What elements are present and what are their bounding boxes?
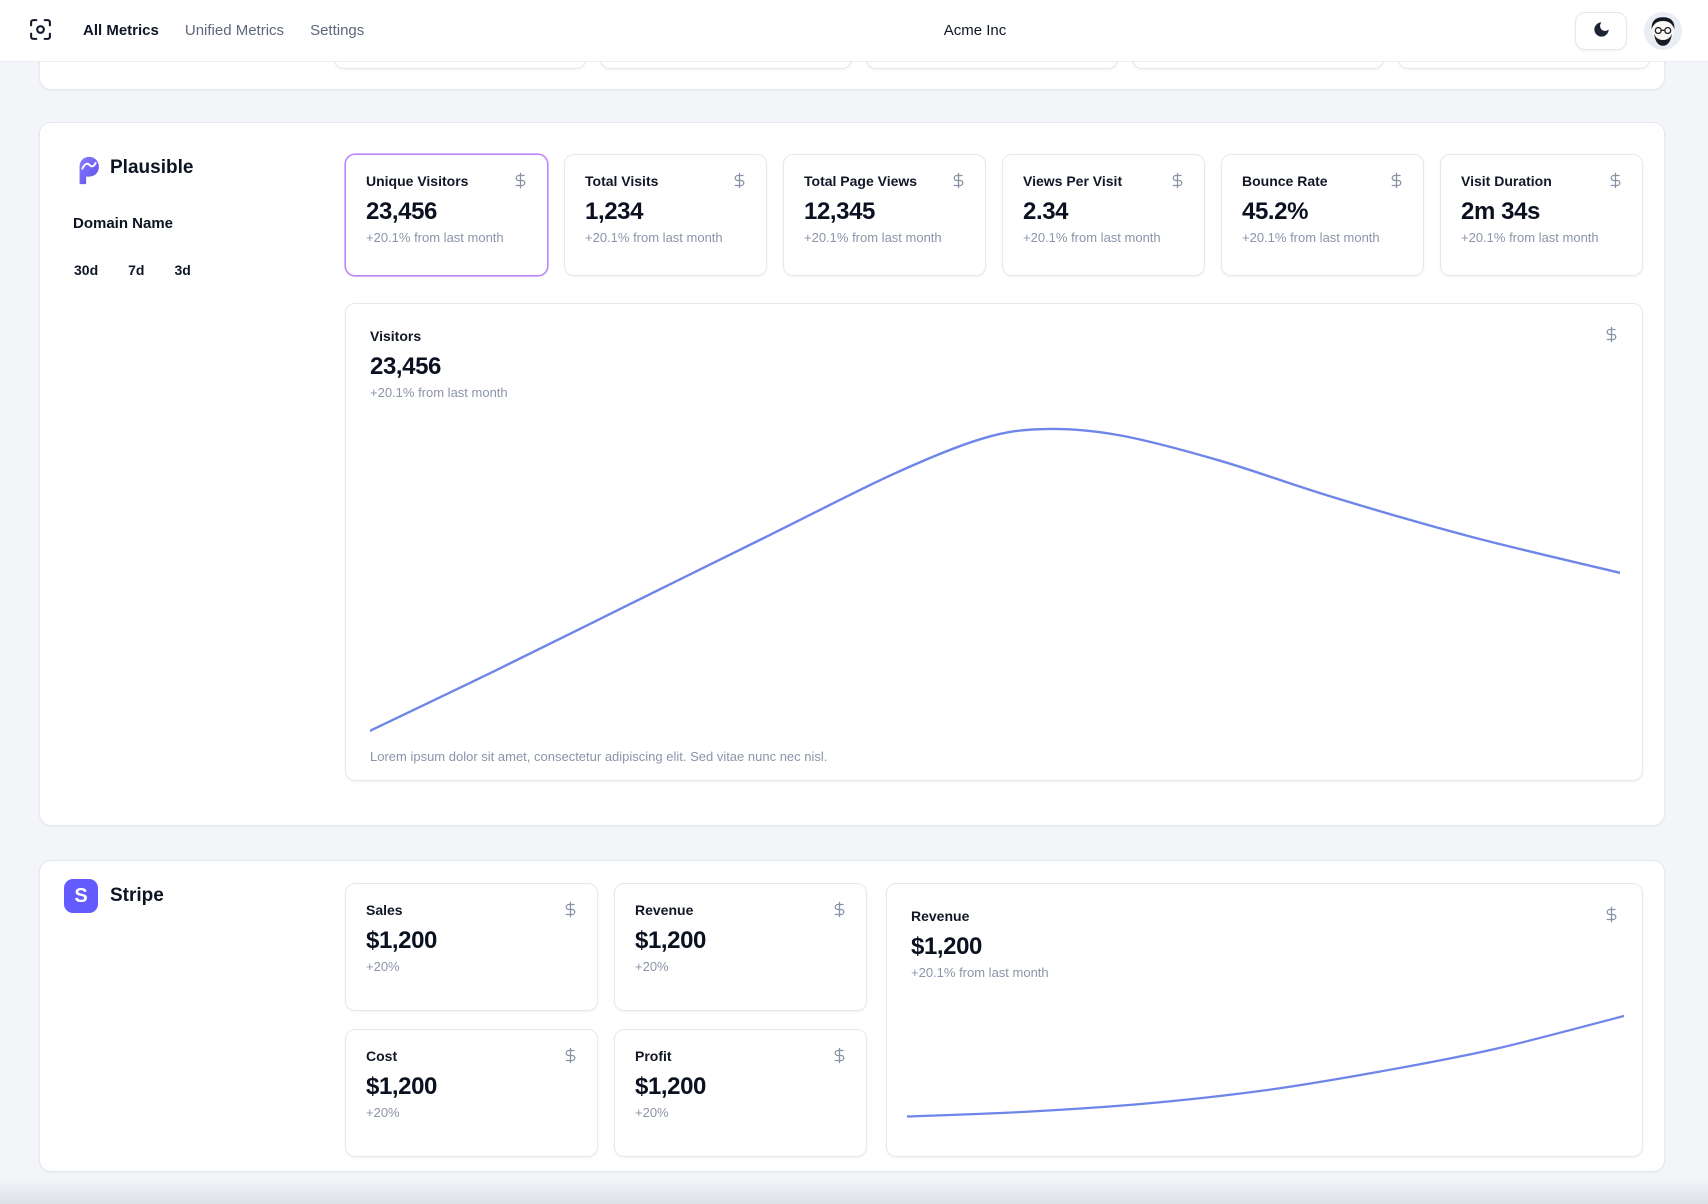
metric-card-visit-duration[interactable]: Visit Duration 2m 34s +20.1% from last m… [1440,154,1643,276]
metric-value: 2.34 [1023,198,1069,225]
metric-label: Total Visits [585,173,659,189]
bottom-fade [0,1178,1708,1204]
metric-value: 45.2% [1242,198,1309,225]
nav-item-settings[interactable]: Settings [310,22,365,39]
visitors-chart-card: Visitors 23,456 +20.1% from last month L… [345,303,1643,781]
metric-label: Sales [366,902,403,918]
moon-icon [1592,20,1611,42]
revenue-chart-value: $1,200 [911,933,983,960]
metric-delta: +20.1% from last month [585,230,723,245]
metric-label: Profit [635,1048,672,1064]
metric-value: $1,200 [366,1073,438,1100]
metric-card-unique-visitors[interactable]: Unique Visitors 23,456 +20.1% from last … [345,154,548,276]
plausible-name: Plausible [110,157,194,178]
stripe-card-profit[interactable]: Profit $1,200 +20% [614,1029,867,1157]
range-button-3d[interactable]: 3d [166,256,198,284]
metric-label: Total Page Views [804,173,918,189]
metric-label: Views Per Visit [1023,173,1123,189]
visitors-chart-value: 23,456 [370,353,442,380]
stripe-card-revenue[interactable]: Revenue $1,200 +20% [614,883,867,1011]
dollar-sign-icon [731,172,748,194]
top-navbar: All Metrics Unified Metrics Settings Acm… [0,0,1708,62]
nav-item-unified-metrics[interactable]: Unified Metrics [184,22,285,39]
dollar-sign-icon [831,1047,848,1069]
stripe-logo-icon: S [64,879,98,913]
nav-item-all-metrics[interactable]: All Metrics [83,22,159,39]
plausible-logo-icon [73,155,103,190]
metric-delta: +20.1% from last month [804,230,942,245]
stripe-card-sales[interactable]: Sales $1,200 +20% [345,883,598,1011]
metric-delta: +20.1% from last month [1023,230,1161,245]
metric-label: Cost [366,1048,398,1064]
scan-focus-icon [28,17,53,45]
dollar-sign-icon [1169,172,1186,194]
metric-value: 1,234 [585,198,644,225]
stripe-name: Stripe [110,885,164,906]
metric-card-bounce-rate[interactable]: Bounce Rate 45.2% +20.1% from last month [1221,154,1424,276]
range-button-7d[interactable]: 7d [120,256,152,284]
metric-label: Revenue [635,902,694,918]
plausible-section: Plausible Domain Name 30d 7d 3d Unique V… [39,122,1665,826]
metric-delta: +20% [635,959,669,974]
metric-delta: +20% [366,1105,400,1120]
metric-delta: +20% [366,959,400,974]
dollar-sign-icon [1607,172,1624,194]
user-avatar[interactable] [1644,11,1682,50]
metric-card-total-page-views[interactable]: Total Page Views 12,345 +20.1% from last… [783,154,986,276]
metric-card-views-per-visit[interactable]: Views Per Visit 2.34 +20.1% from last mo… [1002,154,1205,276]
metric-label: Unique Visitors [366,173,469,189]
range-button-30d[interactable]: 30d [66,256,106,284]
dollar-sign-icon [1603,326,1620,348]
metric-value: $1,200 [635,927,707,954]
metric-label: Visit Duration [1461,173,1552,189]
navbar-right [1575,11,1682,50]
metric-delta: +20% [635,1105,669,1120]
brand-logo-button[interactable] [27,18,53,44]
metric-delta: +20.1% from last month [366,230,504,245]
primary-nav: All Metrics Unified Metrics Settings [83,22,364,39]
theme-toggle-button[interactable] [1575,11,1627,50]
revenue-chart-label: Revenue [911,908,970,924]
dollar-sign-icon [562,901,579,923]
metric-delta: +20.1% from last month [1242,230,1380,245]
domain-name-label: Domain Name [73,215,174,232]
metric-label: Bounce Rate [1242,173,1328,189]
dollar-sign-icon [1388,172,1405,194]
visitors-chart-label: Visitors [370,328,422,344]
stripe-card-cost[interactable]: Cost $1,200 +20% [345,1029,598,1157]
org-name: Acme Inc [943,22,1007,39]
metric-value: 12,345 [804,198,876,225]
revenue-chart-delta: +20.1% from last month [911,965,1049,980]
dollar-sign-icon [1603,906,1620,928]
time-range-group: 30d 7d 3d [66,256,199,284]
dollar-sign-icon [562,1047,579,1069]
stripe-revenue-chart-card: Revenue $1,200 +20.1% from last month [886,883,1643,1157]
revenue-line-chart [907,1014,1624,1118]
dollar-sign-icon [512,172,529,194]
metric-value: $1,200 [366,927,438,954]
visitors-chart-delta: +20.1% from last month [370,385,508,400]
metric-value: 2m 34s [1461,198,1540,225]
stripe-section: S Stripe Sales $1,200 +20% Revenue $1,20… [39,860,1665,1172]
metric-value: $1,200 [635,1073,707,1100]
visitors-line-chart [370,427,1620,733]
metric-delta: +20.1% from last month [1461,230,1599,245]
metric-value: 23,456 [366,198,438,225]
metric-card-total-visits[interactable]: Total Visits 1,234 +20.1% from last mont… [564,154,767,276]
chart-footnote: Lorem ipsum dolor sit amet, consectetur … [370,749,828,764]
dollar-sign-icon [831,901,848,923]
dollar-sign-icon [950,172,967,194]
